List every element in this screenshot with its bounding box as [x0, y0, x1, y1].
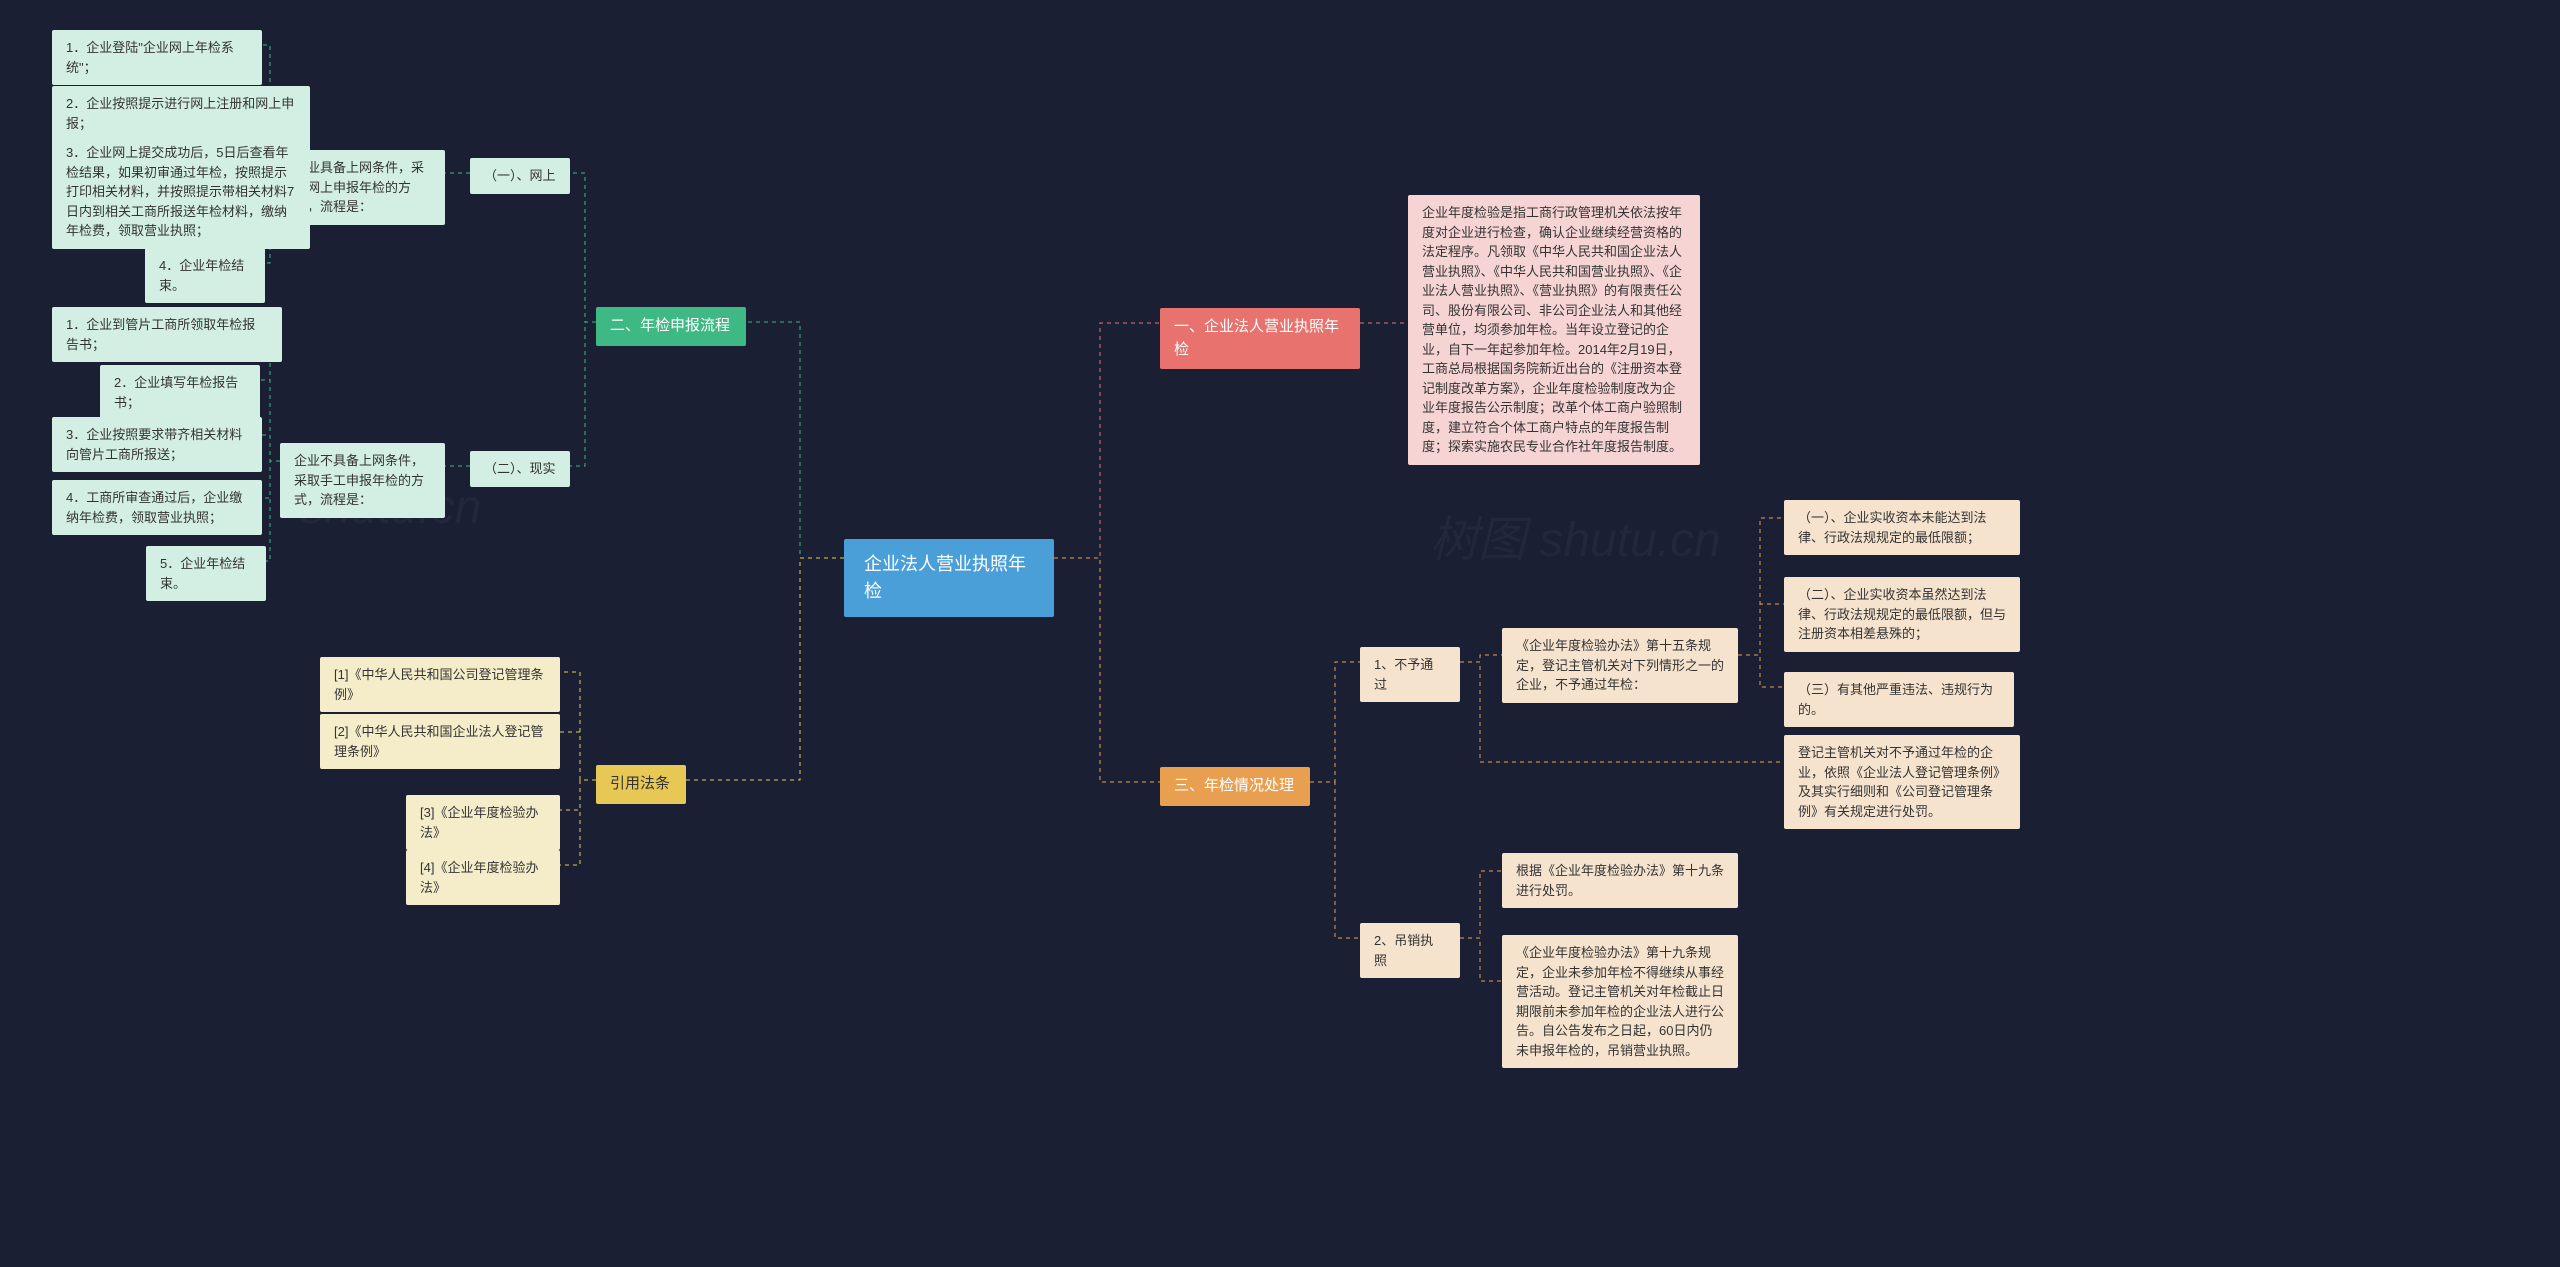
- b2-online-step-2: 2．企业按照提示进行网上注册和网上申报；: [52, 86, 310, 141]
- b2-offline-step-4: 4．工商所审查通过后，企业缴纳年检费，领取营业执照；: [52, 480, 262, 535]
- b3-sub-1-rule-i2: （二）、企业实收资本虽然达到法律、行政法规规定的最低限额，但与注册资本相差悬殊的…: [1784, 577, 2020, 652]
- branch-2[interactable]: 二、年检申报流程: [596, 307, 746, 346]
- b2-online-step-4: 4．企业年检结束。: [145, 248, 265, 303]
- b4-leaf-3: [3]《企业年度检验办法》: [406, 795, 560, 850]
- branch-4[interactable]: 引用法条: [596, 765, 686, 804]
- b2-offline-step-3: 3．企业按照要求带齐相关材料向管片工商所报送；: [52, 417, 262, 472]
- branch-3[interactable]: 三、年检情况处理: [1160, 767, 1310, 806]
- b3-sub-2[interactable]: 2、吊销执照: [1360, 923, 1460, 978]
- b4-leaf-2: [2]《中华人民共和国企业法人登记管理条例》: [320, 714, 560, 769]
- b2-sub-online[interactable]: （一）、网上: [470, 158, 570, 194]
- b2-offline-step-2: 2．企业填写年检报告书；: [100, 365, 260, 420]
- b2-offline-step-5: 5．企业年检结束。: [146, 546, 266, 601]
- root-node[interactable]: 企业法人营业执照年检: [844, 539, 1054, 617]
- b4-leaf-1: [1]《中华人民共和国公司登记管理条例》: [320, 657, 560, 712]
- b3-sub-1-rule-i3: （三）有其他严重违法、违规行为的。: [1784, 672, 2014, 727]
- b2-offline-desc: 企业不具备上网条件，采取手工申报年检的方式，流程是：: [280, 443, 445, 518]
- b2-sub-offline[interactable]: （二）、现实: [470, 451, 570, 487]
- b2-online-step-1: 1．企业登陆"企业网上年检系统"；: [52, 30, 262, 85]
- b1-leaf-0: 企业年度检验是指工商行政管理机关依法按年度对企业进行检查，确认企业继续经营资格的…: [1408, 195, 1700, 465]
- b3-sub-2-r2: 《企业年度检验办法》第十九条规定，企业未参加年检不得继续从事经营活动。登记主管机…: [1502, 935, 1738, 1068]
- watermark-2: 树图 shutu.cn: [1430, 500, 1721, 570]
- b3-sub-1[interactable]: 1、不予通过: [1360, 647, 1460, 702]
- b4-leaf-4: [4]《企业年度检验办法》: [406, 850, 560, 905]
- b3-sub-1-rule-i1: （一）、企业实收资本未能达到法律、行政法规规定的最低限额；: [1784, 500, 2020, 555]
- b2-offline-step-1: 1．企业到管片工商所领取年检报告书；: [52, 307, 282, 362]
- b2-online-step-3: 3．企业网上提交成功后，5日后查看年检结果，如果初审通过年检，按照提示打印相关材…: [52, 135, 310, 249]
- branch-1[interactable]: 一、企业法人营业执照年检: [1160, 308, 1360, 369]
- b3-sub-2-r1: 根据《企业年度检验办法》第十九条进行处罚。: [1502, 853, 1738, 908]
- b3-sub-1-punish: 登记主管机关对不予通过年检的企业，依照《企业法人登记管理条例》及其实行细则和《公…: [1784, 735, 2020, 829]
- b3-sub-1-rule: 《企业年度检验办法》第十五条规定，登记主管机关对下列情形之一的企业，不予通过年检…: [1502, 628, 1738, 703]
